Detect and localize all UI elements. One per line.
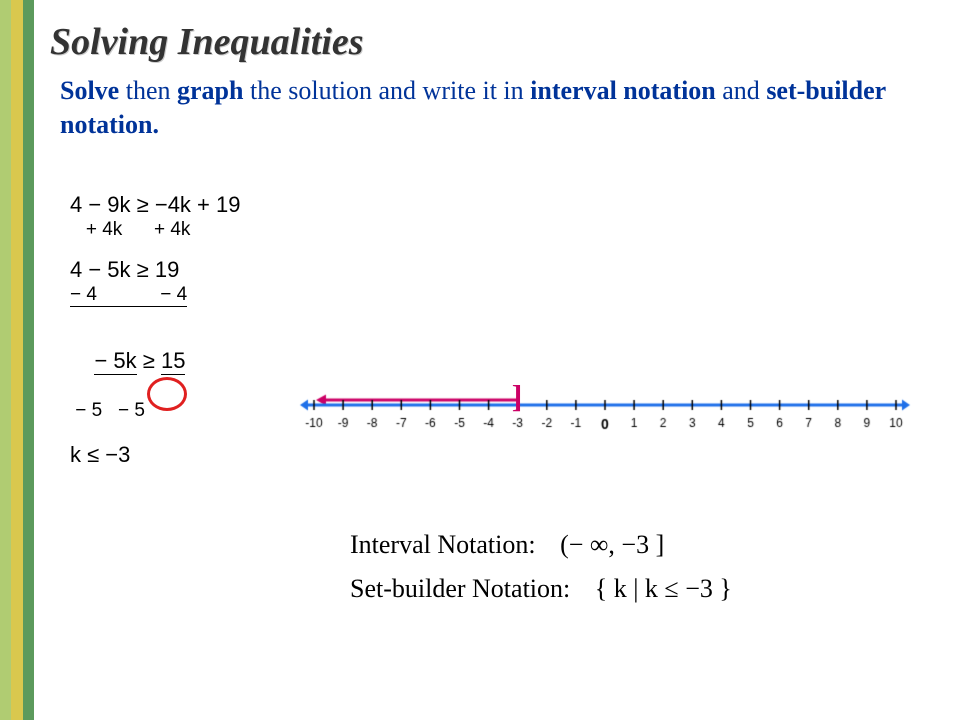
setbuilder-value: { k | k ≤ −3 } bbox=[595, 574, 732, 604]
kw-interval: interval notation bbox=[530, 76, 716, 105]
kw-graph: graph bbox=[177, 76, 243, 105]
stripe-2 bbox=[11, 0, 22, 720]
step-5: − 5k ≥ 15 bbox=[70, 322, 240, 398]
step-3: 4 − 5k ≥ 19 bbox=[70, 257, 240, 282]
number-line: ] bbox=[290, 390, 920, 450]
step-6: − 5 − 5 bbox=[70, 400, 240, 422]
step-2: + 4k + 4k bbox=[70, 219, 240, 241]
number-line-canvas bbox=[290, 390, 920, 450]
closed-bracket-icon: ] bbox=[512, 378, 523, 415]
interval-label: Interval Notation: bbox=[350, 530, 536, 560]
slide-content: Solving Inequalities Solve then graph th… bbox=[50, 20, 940, 182]
notation-block: Interval Notation: (− ∞, −3 ] Set-builde… bbox=[350, 530, 732, 618]
worked-steps: 4 − 9k ≥ −4k + 19 + 4k + 4k 4 − 5k ≥ 19 … bbox=[70, 190, 240, 469]
stripe-1 bbox=[0, 0, 11, 720]
instructions: Solve then graph the solution and write … bbox=[50, 74, 940, 142]
setbuilder-notation: Set-builder Notation: { k | k ≤ −3 } bbox=[350, 574, 732, 604]
kw-solve: Solve bbox=[60, 76, 119, 105]
step-1: 4 − 9k ≥ −4k + 19 bbox=[70, 192, 240, 217]
page-title: Solving Inequalities bbox=[50, 20, 940, 64]
step-7: k ≤ −3 bbox=[70, 442, 240, 467]
sidebar-stripes bbox=[0, 0, 34, 720]
step-4: − 4 − 4 bbox=[70, 284, 240, 306]
interval-notation: Interval Notation: (− ∞, −3 ] bbox=[350, 530, 732, 560]
interval-value: (− ∞, −3 ] bbox=[560, 530, 664, 560]
stripe-3 bbox=[23, 0, 34, 720]
setbuilder-label: Set-builder Notation: bbox=[350, 574, 570, 604]
